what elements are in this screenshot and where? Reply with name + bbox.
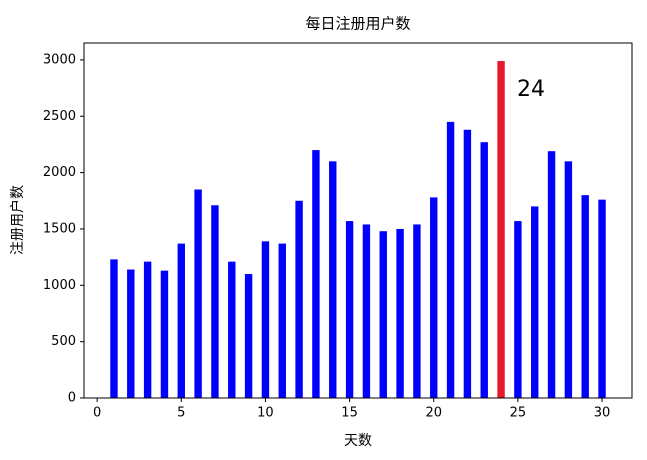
- bar: [345, 221, 354, 398]
- bar: [228, 261, 236, 398]
- bar: [480, 142, 488, 398]
- bar: [379, 231, 387, 398]
- plot-frame: [83, 42, 633, 399]
- y-tick-label: 500: [51, 334, 76, 349]
- y-axis-label: 注册用户数: [9, 185, 26, 255]
- bar: [547, 151, 556, 398]
- bar: [514, 221, 522, 398]
- bar: [177, 243, 185, 398]
- bar: [413, 224, 421, 398]
- annotation: 24: [517, 77, 545, 102]
- bar: [127, 269, 135, 398]
- x-axis-label: 天数: [344, 433, 372, 449]
- bar: [564, 161, 573, 398]
- bar: [312, 150, 320, 398]
- bar: [581, 195, 589, 398]
- bar: [463, 129, 472, 398]
- y-tick-label: 1000: [43, 278, 76, 293]
- bar: [211, 205, 219, 398]
- chart-title: 每日注册用户数: [305, 15, 410, 33]
- bar: [194, 189, 202, 398]
- bar: [598, 199, 606, 398]
- x-tick-label: 30: [594, 406, 611, 421]
- bar: [446, 121, 455, 398]
- bar: [531, 206, 539, 398]
- bar: [110, 259, 118, 398]
- bar: [295, 200, 303, 398]
- y-tick-label: 2000: [43, 165, 76, 180]
- y-tick-label: 3000: [43, 52, 76, 67]
- bar: [329, 161, 337, 398]
- x-tick-label: 10: [257, 406, 274, 421]
- x-tick-label: 5: [177, 406, 185, 421]
- x-tick-label: 0: [93, 406, 101, 421]
- x-tick-label: 20: [425, 406, 442, 421]
- bar: [497, 61, 505, 399]
- y-tick-label: 0: [68, 391, 76, 406]
- x-tick-label: 15: [341, 406, 358, 421]
- y-tick-label: 1500: [43, 221, 76, 236]
- bar: [396, 228, 404, 398]
- x-tick-label: 25: [510, 406, 527, 421]
- bar: [362, 224, 371, 398]
- bar: [430, 197, 438, 398]
- y-tick-label: 2500: [43, 109, 76, 124]
- bar: [160, 270, 169, 398]
- bar: [244, 274, 253, 398]
- bar: [278, 243, 286, 398]
- bar: [143, 261, 152, 398]
- bar: [261, 241, 270, 398]
